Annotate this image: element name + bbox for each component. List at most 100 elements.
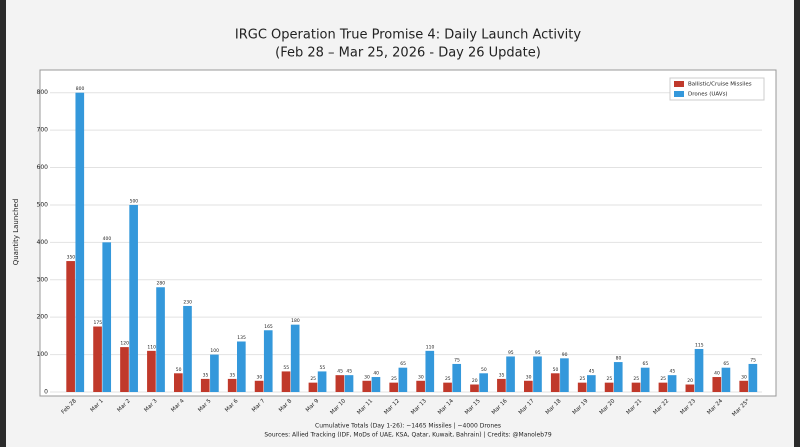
bar	[344, 375, 354, 392]
bar	[183, 305, 192, 392]
value-label: 45	[669, 369, 675, 375]
value-label: 30	[741, 374, 747, 380]
value-label: 120	[120, 341, 129, 347]
value-label: 25	[391, 376, 397, 382]
bar	[721, 367, 731, 392]
legend-swatch	[674, 81, 684, 87]
bar	[712, 377, 722, 392]
y-tick-label: 400	[37, 239, 49, 246]
chart-subtitle: (Feb 28 – Mar 25, 2026 - Day 26 Update)	[275, 46, 541, 61]
value-label: 35	[230, 372, 236, 378]
bar	[290, 324, 300, 392]
bar	[281, 371, 291, 392]
bar	[210, 354, 219, 392]
bar	[631, 382, 641, 392]
value-label: 110	[147, 344, 156, 350]
value-label: 30	[418, 374, 424, 380]
bar	[362, 380, 372, 392]
bar	[577, 382, 587, 392]
value-label: 180	[291, 318, 300, 324]
bar	[658, 382, 668, 392]
bar	[317, 371, 327, 392]
y-tick-label: 500	[37, 201, 49, 208]
value-label: 50	[481, 367, 487, 373]
value-label: 55	[319, 365, 325, 371]
bar	[739, 380, 749, 392]
footnote: Cumulative Totals (Day 1-26): ~1465 Miss…	[315, 423, 501, 430]
footnote: Sources: Allied Tracking (IDF, MoDs of U…	[264, 432, 551, 439]
bar	[443, 382, 452, 392]
bar	[174, 373, 183, 392]
y-tick-label: 0	[44, 389, 48, 396]
value-label: 65	[643, 361, 649, 367]
value-label: 35	[499, 372, 505, 378]
value-label: 65	[723, 361, 729, 367]
value-label: 25	[633, 376, 639, 382]
bar	[470, 384, 479, 392]
value-label: 40	[714, 371, 720, 377]
bar	[604, 382, 614, 392]
bar	[75, 92, 85, 393]
value-label: 20	[472, 378, 478, 384]
bar	[120, 347, 129, 392]
y-tick-label: 100	[37, 351, 49, 358]
value-label: 45	[346, 369, 352, 375]
bar	[308, 382, 318, 392]
bar	[452, 363, 462, 392]
bar	[694, 348, 704, 392]
value-label: 90	[562, 352, 568, 358]
chart-title: IRGC Operation True Promise 4: Daily Lau…	[235, 28, 581, 43]
value-label: 135	[237, 335, 246, 341]
value-label: 350	[67, 255, 76, 261]
value-label: 230	[183, 299, 192, 305]
bar	[335, 375, 345, 392]
y-tick-label: 700	[37, 127, 49, 134]
bar	[640, 367, 650, 392]
value-label: 75	[454, 357, 460, 363]
bar	[93, 326, 102, 392]
value-label: 95	[508, 350, 514, 356]
value-label: 20	[687, 378, 693, 384]
bar	[237, 341, 246, 392]
value-label: 95	[535, 350, 541, 356]
value-label: 165	[264, 324, 273, 330]
y-axis-label: Quantity Launched	[12, 199, 20, 266]
value-label: 25	[445, 376, 451, 382]
bar	[129, 204, 138, 392]
value-label: 500	[130, 198, 139, 204]
y-tick-label: 800	[37, 89, 49, 96]
bar	[398, 367, 408, 392]
value-label: 50	[553, 367, 559, 373]
bar	[371, 377, 381, 392]
value-label: 175	[94, 320, 103, 326]
bar	[102, 242, 112, 392]
value-label: 80	[616, 356, 622, 362]
bar	[66, 261, 75, 392]
value-label: 800	[76, 86, 85, 92]
bar	[613, 362, 623, 392]
bar	[506, 356, 515, 392]
value-label: 280	[157, 281, 166, 287]
value-label: 400	[103, 236, 112, 242]
value-label: 115	[695, 342, 704, 348]
value-label: 30	[256, 374, 262, 380]
bar	[389, 382, 399, 392]
value-label: 100	[210, 348, 219, 354]
value-label: 40	[373, 371, 379, 377]
bar	[685, 384, 695, 392]
legend-label: Drones (UAVs)	[688, 92, 728, 98]
value-label: 25	[310, 376, 316, 382]
bar	[156, 287, 165, 392]
bar	[524, 380, 533, 392]
value-label: 50	[176, 367, 182, 373]
bar	[497, 378, 506, 392]
bar	[479, 373, 488, 392]
bar	[560, 358, 569, 392]
bar	[533, 356, 542, 392]
bar	[587, 375, 596, 392]
legend-box	[669, 77, 765, 101]
value-label: 25	[660, 376, 666, 382]
value-label: 45	[589, 369, 595, 375]
bar	[147, 350, 156, 392]
